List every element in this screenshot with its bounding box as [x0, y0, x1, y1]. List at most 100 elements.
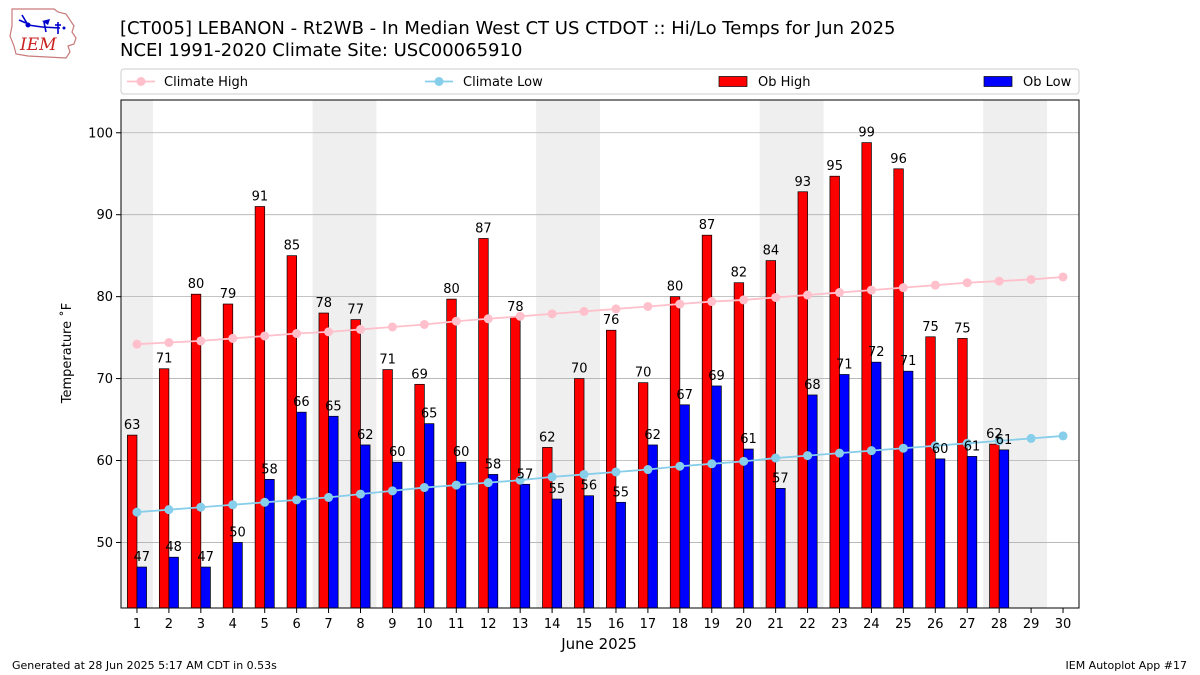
- ob-high-bar-day-1: [127, 434, 138, 609]
- y-tick-label-70: 70: [96, 372, 113, 387]
- x-tick-label-7: 7: [324, 617, 332, 632]
- ob-high-label-day-26: 75: [922, 320, 939, 335]
- ob-low-bar-day-13: [519, 483, 531, 609]
- ob-low-bar-day-22: [807, 394, 818, 609]
- climate-low-point-day-19: [707, 459, 717, 469]
- x-tick-label-16: 16: [608, 617, 625, 632]
- climate-low-line: [136, 435, 1064, 514]
- ob-high-label-day-20: 82: [731, 266, 748, 281]
- ob-high-label-day-8: 77: [347, 303, 364, 318]
- plot-frame: [120, 99, 1080, 609]
- x-tick-label-21: 21: [767, 617, 784, 632]
- climate-low-point-day-5: [260, 497, 270, 507]
- x-tick-label-18: 18: [672, 617, 689, 632]
- ob-high-bar-day-18: [669, 296, 681, 609]
- climate-low-point-day-11: [451, 480, 461, 490]
- app-credit: IEM Autoplot App #17: [1065, 659, 1188, 672]
- climate-high-point-day-22: [803, 290, 813, 300]
- climate-low-point-day-18: [675, 461, 685, 471]
- ob-low-label-day-10: 65: [421, 407, 438, 422]
- x-tick-label-29: 29: [1023, 617, 1040, 632]
- climate-high-point-day-21: [771, 292, 781, 302]
- ob-low-bar-day-20: [743, 448, 754, 609]
- climate-high-point-day-12: [483, 314, 493, 324]
- ob-high-label-day-27: 75: [954, 321, 971, 336]
- ob-high-label-day-11: 80: [443, 282, 460, 297]
- ob-low-bar-day-16: [615, 501, 626, 609]
- x-tick-label-30: 30: [1055, 617, 1072, 632]
- climate-high-point-day-19: [707, 297, 717, 307]
- ob-high-label-day-13: 78: [507, 300, 524, 315]
- ob-high-bar-day-5: [254, 206, 266, 609]
- climate-high-point-day-26: [930, 280, 940, 290]
- ob-high-label-day-10: 69: [411, 367, 428, 382]
- ob-low-label-day-15: 56: [581, 479, 598, 494]
- ob-low-bar-day-9: [392, 461, 403, 609]
- climate-low-point-day-10: [419, 483, 429, 493]
- climate-high-point-day-13: [515, 311, 525, 321]
- climate-high-point-day-30: [1058, 272, 1068, 282]
- climate-low-point-day-20: [739, 456, 749, 466]
- climate-high-point-day-18: [675, 299, 685, 309]
- ob-low-bar-day-15: [583, 495, 594, 609]
- climate-low-point-day-28: [994, 436, 1004, 446]
- climate-high-point-day-23: [835, 288, 844, 298]
- x-tick-label-10: 10: [416, 617, 433, 632]
- x-tick-label-14: 14: [544, 617, 561, 632]
- generated-note: Generated at 28 Jun 2025 5:17 AM CDT in …: [12, 659, 277, 672]
- ob-low-label-day-9: 60: [389, 445, 406, 460]
- ob-low-bar-day-1: [136, 566, 147, 609]
- x-tick-label-8: 8: [356, 617, 364, 632]
- ob-high-label-day-6: 85: [284, 239, 301, 254]
- ob-high-bar-day-27: [957, 338, 968, 609]
- climate-high-point-day-9: [387, 322, 397, 332]
- climate-low-point-day-12: [483, 478, 493, 488]
- climate-low-point-day-8: [356, 489, 365, 499]
- ob-low-bar-day-6: [296, 411, 307, 609]
- y-axis-label: Temperature ˚F: [59, 303, 75, 404]
- ob-low-bar-day-28: [998, 449, 1010, 609]
- x-tick-label-3: 3: [197, 617, 205, 632]
- ob-low-label-day-11: 60: [453, 445, 470, 460]
- ob-low-label-day-16: 55: [612, 485, 629, 500]
- ob-high-label-day-15: 70: [571, 362, 588, 377]
- ob-low-label-day-7: 65: [325, 399, 342, 414]
- x-tick-label-15: 15: [576, 617, 593, 632]
- climate-low-point-day-2: [164, 505, 174, 515]
- gridlines: [121, 132, 1079, 543]
- x-tick-label-20: 20: [735, 617, 752, 632]
- x-tick-label-25: 25: [895, 617, 912, 632]
- ob-high-bar-day-8: [350, 319, 361, 609]
- ob-low-bar-day-8: [360, 444, 371, 609]
- climate-low-point-day-29: [1026, 433, 1036, 443]
- climate-high-point-day-10: [419, 320, 429, 330]
- ob-low-label-day-3: 47: [197, 550, 214, 565]
- ob-low-label-day-2: 48: [165, 540, 182, 555]
- iem-logo: IEM: [9, 8, 77, 59]
- ob-high-label-day-14: 62: [539, 430, 556, 445]
- ob-low-bar-day-10: [424, 423, 435, 609]
- y-tick-label-60: 60: [96, 454, 113, 469]
- ob-low-label-day-23: 71: [836, 357, 853, 372]
- x-tick-label-26: 26: [927, 617, 944, 632]
- climate-high-point-day-11: [451, 316, 461, 326]
- x-tick-label-9: 9: [388, 617, 396, 632]
- climate-high-point-day-14: [547, 309, 557, 319]
- x-tick-label-4: 4: [229, 617, 237, 632]
- legend: Climate High Climate Low Ob High Ob Low: [120, 68, 1080, 95]
- ob-high-bar-day-7: [318, 312, 329, 609]
- climate-low-point-day-26: [930, 441, 940, 451]
- climate-high-point-day-3: [196, 336, 206, 346]
- climate-low-point-day-27: [962, 438, 972, 448]
- logo-text: IEM: [19, 35, 57, 55]
- climate-high-point-day-17: [643, 301, 653, 311]
- ob-low-label-day-20: 61: [740, 432, 757, 447]
- ob-low-bar-day-25: [903, 370, 914, 609]
- legend-marker-climate-low: [434, 77, 444, 86]
- x-axis-label: June 2025: [560, 635, 637, 653]
- climate-low-point-day-21: [771, 453, 781, 463]
- ob-low-bar-day-12: [487, 474, 499, 609]
- climate-low-point-day-25: [898, 443, 908, 453]
- ob-high-label-day-9: 71: [379, 353, 396, 368]
